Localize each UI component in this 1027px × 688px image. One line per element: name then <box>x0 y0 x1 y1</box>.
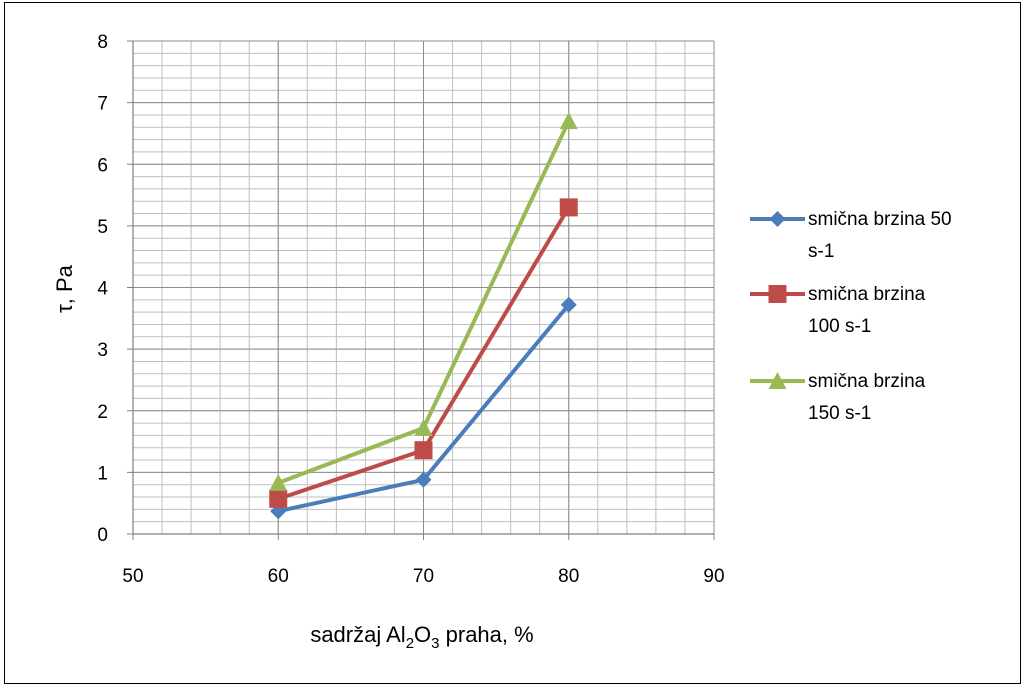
legend-marker-series-3 <box>768 372 787 389</box>
y-tick-label: 4 <box>97 279 108 300</box>
data-point-series-2 <box>559 198 578 217</box>
y-tick-label: 1 <box>97 463 108 484</box>
legend-label-series-2: smična brzina <box>808 284 926 305</box>
data-point-series-3 <box>269 473 288 491</box>
y-tick-labels: 0 1 2 3 4 5 6 7 8 <box>97 32 108 546</box>
x-axis-title-subscript-2: 3 <box>431 635 439 652</box>
series-markers <box>269 112 578 520</box>
y-tick-label: 0 <box>97 525 108 546</box>
legend: smična brzina 50 s-1 smična brzina 100 s-1 s… <box>750 209 952 424</box>
x-axis-title-suffix: praha, % <box>440 622 534 647</box>
data-point-series-3 <box>559 112 578 130</box>
legend-label-series-3: smična brzina <box>808 371 926 392</box>
data-point-series-2 <box>269 489 288 508</box>
y-tick-label: 3 <box>97 340 108 361</box>
data-point-series-1 <box>415 471 432 488</box>
x-tick-label: 80 <box>558 566 579 587</box>
legend-label-series-1: smična brzina 50 <box>808 209 952 230</box>
x-axis-title-mid: O <box>414 622 431 647</box>
legend-label-series-2: 100 s-1 <box>808 316 871 337</box>
data-point-series-2 <box>414 441 433 460</box>
x-axis-title: sadržaj Al2O3 praha, % <box>310 622 533 652</box>
legend-label-series-3: 150 s-1 <box>808 403 871 424</box>
legend-label-series-1: s-1 <box>808 241 834 262</box>
data-point-series-1 <box>560 296 577 313</box>
x-axis-title-subscript-1: 2 <box>406 635 414 652</box>
x-tick-label: 50 <box>122 566 143 587</box>
y-tick-label: 8 <box>97 32 108 53</box>
y-axis-title: τ, Pa <box>52 264 77 313</box>
legend-marker-series-1 <box>769 211 786 227</box>
data-point-series-3 <box>414 419 433 437</box>
axes <box>127 40 715 540</box>
y-tick-label: 6 <box>97 155 108 176</box>
x-tick-label: 60 <box>268 566 289 587</box>
chart-frame <box>4 2 1021 684</box>
legend-marker-series-2 <box>768 285 787 303</box>
y-tick-label: 5 <box>97 217 108 238</box>
x-axis-title-prefix: sadržaj Al <box>310 622 405 647</box>
y-tick-label: 2 <box>97 402 108 423</box>
major-gridlines <box>132 40 715 535</box>
x-tick-labels: 50 60 70 80 90 <box>122 566 724 587</box>
y-tick-label: 7 <box>97 94 108 115</box>
x-tick-label: 90 <box>703 566 724 587</box>
x-tick-label: 70 <box>413 566 434 587</box>
